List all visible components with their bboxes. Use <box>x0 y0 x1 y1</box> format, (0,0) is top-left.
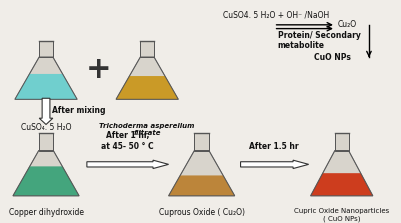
Text: Cu₂O: Cu₂O <box>338 20 357 29</box>
Polygon shape <box>311 173 373 196</box>
Polygon shape <box>116 76 178 99</box>
Text: Cupric Oxide Nanoparticles
( CuO NPs): Cupric Oxide Nanoparticles ( CuO NPs) <box>294 209 389 222</box>
Text: After 1 hr,
at 45- 50 ° C: After 1 hr, at 45- 50 ° C <box>101 131 154 151</box>
Polygon shape <box>116 57 178 99</box>
Polygon shape <box>168 151 235 196</box>
Text: Trichoderma asperellum
filtrate: Trichoderma asperellum filtrate <box>99 124 195 136</box>
Text: +: + <box>86 56 111 85</box>
Polygon shape <box>335 133 348 151</box>
Text: Cuprous Oxide ( Cu₂O): Cuprous Oxide ( Cu₂O) <box>159 209 245 217</box>
Polygon shape <box>311 151 373 196</box>
Polygon shape <box>39 41 53 57</box>
Text: CuO NPs: CuO NPs <box>314 53 351 62</box>
Text: Protein/ Secondary
metabolite: Protein/ Secondary metabolite <box>277 31 360 50</box>
Polygon shape <box>13 151 79 196</box>
Polygon shape <box>15 74 77 99</box>
Text: Copper dihydroxide: Copper dihydroxide <box>8 209 83 217</box>
Text: CuSO₄. 5 H₂O: CuSO₄. 5 H₂O <box>21 124 71 132</box>
Text: CuSO4. 5 H₂O + OH⁻ /NaOH: CuSO4. 5 H₂O + OH⁻ /NaOH <box>223 11 329 20</box>
Text: After 1.5 hr: After 1.5 hr <box>249 142 298 151</box>
Polygon shape <box>168 176 235 196</box>
Polygon shape <box>241 160 309 169</box>
Polygon shape <box>15 57 77 99</box>
Polygon shape <box>13 166 79 196</box>
Polygon shape <box>140 41 154 57</box>
Text: After mixing: After mixing <box>52 106 105 115</box>
Polygon shape <box>39 133 53 151</box>
Polygon shape <box>87 160 168 169</box>
Polygon shape <box>39 98 53 124</box>
Polygon shape <box>194 133 209 151</box>
